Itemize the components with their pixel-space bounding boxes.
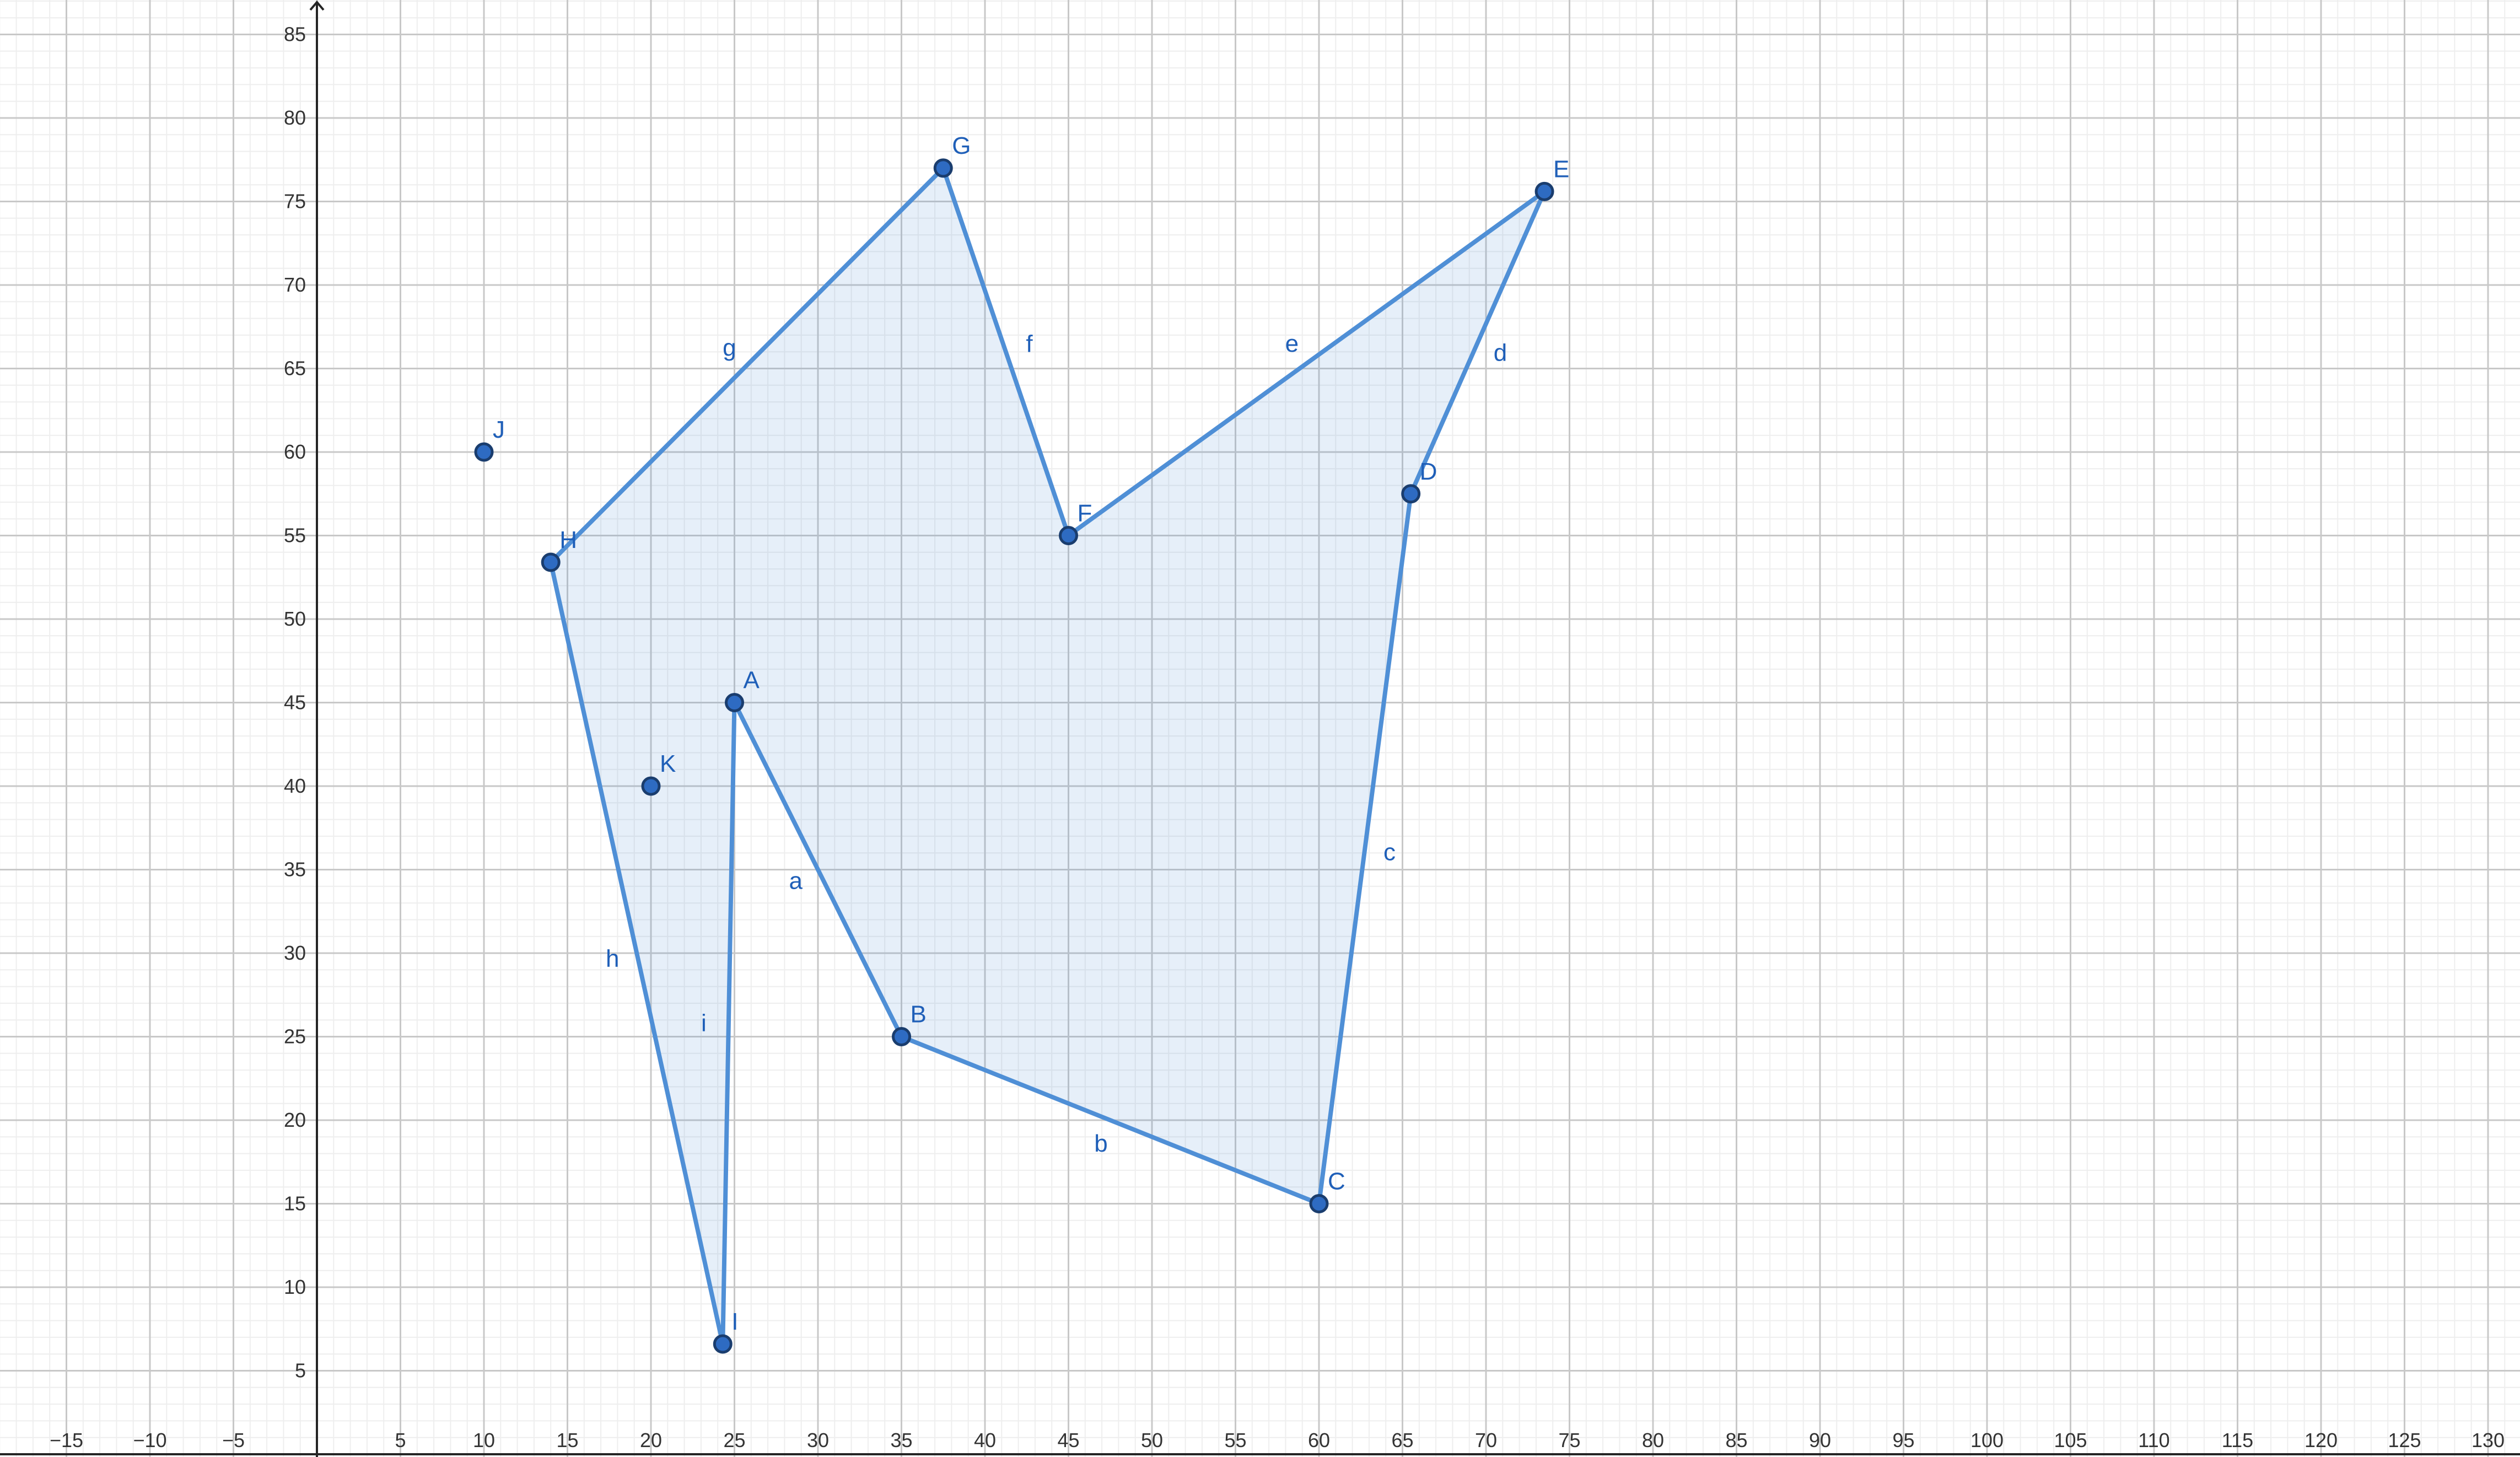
y-tick-label: 45 (284, 691, 306, 714)
point-label-I: I (731, 1308, 738, 1335)
point-E[interactable] (1534, 181, 1554, 201)
x-tick-label: 100 (1970, 1429, 2004, 1451)
point-I[interactable] (713, 1334, 733, 1354)
y-tick-label: 60 (284, 440, 306, 463)
x-tick-label: 50 (1141, 1429, 1163, 1451)
x-tick-label: −5 (222, 1429, 245, 1451)
segment-i[interactable] (720, 700, 737, 1347)
x-tick-label: 80 (1642, 1429, 1664, 1451)
y-axis-arrow-icon (309, 0, 325, 11)
segment-label-g: g (723, 335, 736, 362)
x-tick-label: 40 (974, 1429, 996, 1451)
polygon-fill[interactable] (551, 168, 1545, 1345)
x-tick-label: 60 (1308, 1429, 1330, 1451)
x-tick-label: 75 (1558, 1429, 1580, 1451)
x-tick-label: 70 (1475, 1429, 1497, 1451)
point-C[interactable] (1309, 1194, 1329, 1213)
x-tick-label: 10 (473, 1429, 495, 1451)
y-tick-label: 30 (284, 942, 306, 964)
tick-labels: −15 −10 −5 5 10 15 20 25 30 35 40 45 50 55 60 65 70 75 80 8… (50, 23, 2505, 1452)
segment-label-e: e (1285, 330, 1299, 357)
segment-label-b: b (1094, 1130, 1107, 1157)
point-label-G: G (952, 132, 971, 159)
x-tick-label: 95 (1892, 1429, 1914, 1451)
y-tick-label: 35 (284, 858, 306, 881)
point-K[interactable] (641, 776, 661, 796)
x-tick-label: 110 (2138, 1429, 2169, 1451)
x-tick-label: 120 (2304, 1429, 2338, 1451)
y-tick-label: 10 (284, 1276, 306, 1298)
x-tick-label: 125 (2388, 1429, 2421, 1451)
point-J[interactable] (474, 442, 494, 462)
point-D[interactable] (1401, 484, 1421, 504)
segment-c[interactable] (1317, 491, 1413, 1206)
y-tick-label: 15 (284, 1192, 306, 1215)
segment-label-a: a (789, 868, 803, 895)
point-A[interactable] (725, 693, 744, 712)
y-tick-label: 75 (284, 190, 306, 213)
y-tick-label: 5 (295, 1359, 306, 1382)
point-label-E: E (1553, 155, 1569, 182)
point-label-A: A (744, 667, 760, 694)
x-tick-label: 5 (395, 1429, 406, 1451)
x-tick-label: 115 (2222, 1429, 2253, 1451)
point-label-F: F (1078, 500, 1092, 527)
y-tick-label: 55 (284, 524, 306, 547)
segment-h[interactable] (548, 560, 725, 1347)
points-layer[interactable] (474, 158, 1554, 1354)
segment-f[interactable] (941, 165, 1071, 538)
point-label-D: D (1420, 458, 1437, 485)
segment-b[interactable] (899, 1034, 1321, 1206)
point-label-K: K (660, 750, 676, 777)
edge-labels: a b c d e f g h i (606, 330, 1507, 1157)
x-tick-label: 25 (723, 1429, 745, 1451)
x-tick-label: 65 (1391, 1429, 1413, 1451)
y-tick-label: 50 (284, 607, 306, 630)
x-tick-label: 45 (1057, 1429, 1079, 1451)
x-tick-label: 90 (1809, 1429, 1831, 1451)
point-B[interactable] (892, 1027, 911, 1046)
y-tick-label: 65 (284, 357, 306, 380)
point-label-C: C (1328, 1168, 1345, 1195)
point-labels: A B C D E F G H I J K (493, 132, 1569, 1335)
segment-a[interactable] (732, 700, 904, 1039)
point-label-H: H (559, 526, 577, 553)
y-tick-label: 25 (284, 1025, 306, 1048)
y-tick-label: 80 (284, 106, 306, 129)
segment-label-i: i (701, 1009, 707, 1036)
point-H[interactable] (541, 552, 561, 572)
x-tick-label: −15 (50, 1429, 83, 1451)
segment-label-d: d (1494, 340, 1507, 367)
x-tick-label: 130 (2471, 1429, 2505, 1451)
point-label-J: J (493, 416, 505, 443)
y-tick-label: 70 (284, 273, 306, 296)
point-G[interactable] (933, 158, 953, 178)
point-F[interactable] (1059, 526, 1078, 545)
y-tick-label: 40 (284, 775, 306, 797)
x-tick-label: 30 (807, 1429, 829, 1451)
x-tick-label: 85 (1725, 1429, 1747, 1451)
segment-label-f: f (1026, 331, 1033, 358)
segment-g[interactable] (548, 165, 946, 564)
x-tick-label: 20 (640, 1429, 662, 1451)
x-tick-label: −10 (133, 1429, 166, 1451)
x-tick-label: 15 (556, 1429, 578, 1451)
y-tick-label: 20 (284, 1109, 306, 1131)
x-tick-label: 105 (2054, 1429, 2087, 1451)
segment-label-h: h (606, 945, 619, 972)
x-tick-label: 55 (1224, 1429, 1246, 1451)
segment-e[interactable] (1066, 189, 1547, 538)
segment-d[interactable] (1408, 189, 1547, 496)
point-label-B: B (911, 1001, 927, 1028)
polygon-layer[interactable] (548, 165, 1547, 1347)
y-tick-label: 85 (284, 23, 306, 46)
x-tick-label: 35 (890, 1429, 912, 1451)
segment-label-c: c (1383, 838, 1396, 865)
